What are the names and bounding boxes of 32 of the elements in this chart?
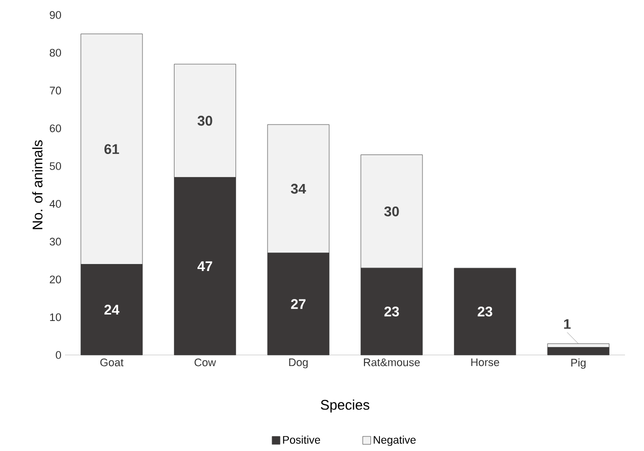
y-tick-label: 70 bbox=[50, 86, 62, 94]
y-tick-label: 50 bbox=[50, 162, 62, 170]
y-tick-label: 30 bbox=[50, 238, 62, 246]
data-label: 61 bbox=[104, 144, 120, 154]
y-tick-label: 20 bbox=[50, 276, 62, 284]
y-tick-label: 10 bbox=[50, 313, 62, 322]
data-label: 30 bbox=[198, 116, 212, 126]
y-tick-label: 80 bbox=[50, 48, 62, 57]
y-tick-label: 40 bbox=[50, 200, 62, 208]
data-label: 23 bbox=[384, 306, 399, 316]
bar bbox=[547, 347, 610, 356]
data-label: 34 bbox=[290, 184, 306, 194]
x-tick-label: Rat&mouse bbox=[364, 358, 420, 366]
data-label: 47 bbox=[197, 261, 212, 272]
y-tick-label: 60 bbox=[50, 124, 62, 132]
y-axis-title: No. of animals bbox=[32, 140, 42, 230]
data-label: 30 bbox=[384, 206, 399, 216]
y-tick-label: 0 bbox=[56, 351, 62, 359]
data-label: 27 bbox=[291, 299, 306, 309]
legend-label: Positive bbox=[283, 436, 320, 444]
x-tick-label: Dog bbox=[289, 358, 308, 368]
x-tick-label: Goat bbox=[100, 358, 124, 366]
data-label: 1 bbox=[564, 319, 571, 329]
x-axis-title: Species bbox=[320, 400, 370, 413]
bar bbox=[454, 268, 516, 356]
data-label: 23 bbox=[478, 306, 492, 316]
x-tick-label: Cow bbox=[194, 358, 216, 366]
y-tick-label: 90 bbox=[50, 11, 62, 19]
data-label: 24 bbox=[104, 304, 120, 315]
legend-label: Negative bbox=[374, 436, 416, 446]
x-tick-label: Horse bbox=[471, 358, 500, 366]
x-tick-label: Pig bbox=[571, 358, 586, 369]
